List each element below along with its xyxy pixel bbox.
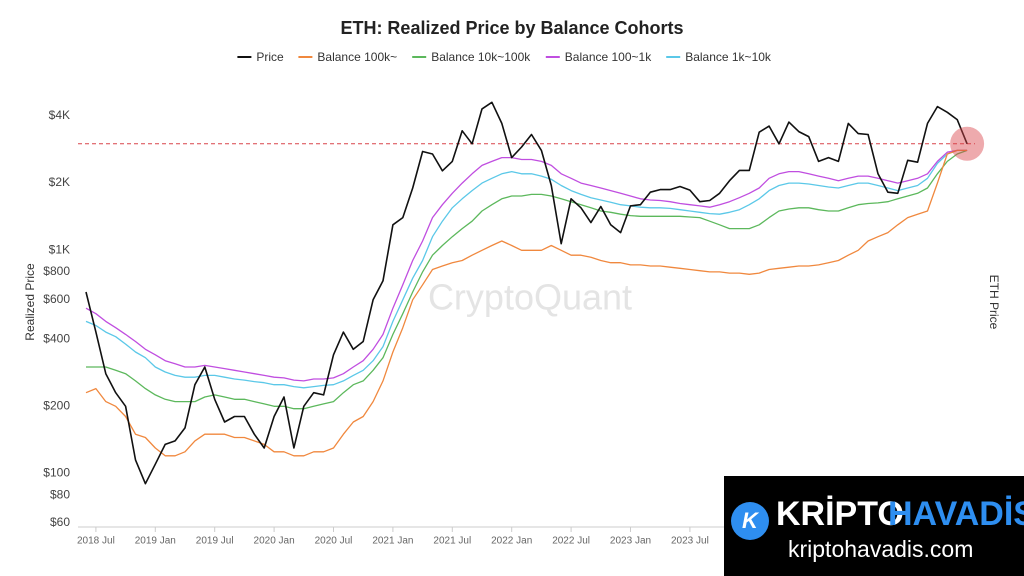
series-line xyxy=(85,149,968,389)
y-tick-label: $400 xyxy=(43,331,70,345)
x-tick-label: 2018 Jul xyxy=(77,536,115,547)
brand-icon xyxy=(731,502,769,540)
y-tick-label: $60 xyxy=(50,515,70,529)
brand-box: K KRİPTO HAVADİS kriptohavadis.com xyxy=(724,476,1024,576)
series-line xyxy=(85,149,968,382)
x-tick-label: 2019 Jan xyxy=(135,536,176,547)
y-tick-label: $2K xyxy=(49,175,70,189)
x-tick-label: 2020 Jan xyxy=(254,536,295,547)
series-line xyxy=(86,149,968,410)
y-tick-label: $80 xyxy=(50,487,70,501)
x-tick-label: 2022 Jan xyxy=(491,536,532,547)
y-tick-label: $4K xyxy=(49,108,70,122)
y-axis-label: Realized Price xyxy=(23,263,37,341)
brand-icon-letter: K xyxy=(742,508,760,533)
series-line xyxy=(85,101,968,485)
legend: Price Balance 100k~ Balance 10k~100k Balanc… xyxy=(237,50,772,64)
x-tick-label: 2023 Jul xyxy=(671,536,709,547)
x-tick-label: 2021 Jan xyxy=(372,536,413,547)
watermark: CryptoQuant xyxy=(428,277,632,318)
brand-url: kriptohavadis.com xyxy=(788,536,973,562)
legend-label: Balance 100k~ xyxy=(317,50,397,64)
legend-label: Balance 1k~10k xyxy=(685,50,772,64)
last-price-marker xyxy=(950,126,985,161)
y-tick-label: $600 xyxy=(43,292,70,306)
legend-label: Balance 10k~100k xyxy=(431,50,531,64)
y-tick-label: $100 xyxy=(43,466,70,480)
x-tick-label: 2021 Jul xyxy=(433,536,471,547)
series-line xyxy=(85,149,968,457)
brand-background xyxy=(724,476,1024,576)
legend-label: Price xyxy=(256,50,284,64)
chart-title: ETH: Realized Price by Balance Cohorts xyxy=(340,18,683,38)
x-tick-label: 2023 Jan xyxy=(610,536,651,547)
x-tick-label: 2020 Jul xyxy=(315,536,353,547)
y-tick-label: $1K xyxy=(49,242,70,256)
y-tick-label: $200 xyxy=(43,398,70,412)
brand-left: KRİPTO xyxy=(776,495,904,533)
y-tick-label: $800 xyxy=(43,264,70,278)
x-tick-label: 2022 Jul xyxy=(552,536,590,547)
y2-axis-label: ETH Price xyxy=(987,275,1001,330)
x-tick-label: 2019 Jul xyxy=(196,536,234,547)
brand-right: HAVADİS xyxy=(888,495,1024,533)
legend-label: Balance 100~1k xyxy=(565,50,652,64)
